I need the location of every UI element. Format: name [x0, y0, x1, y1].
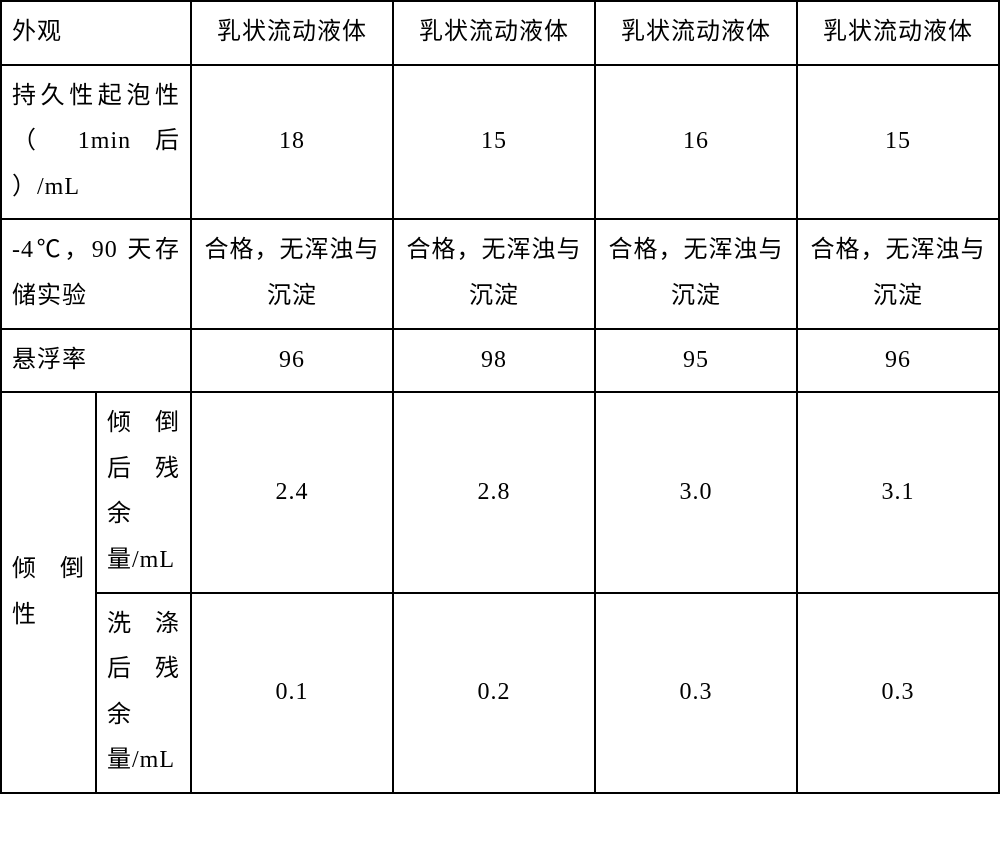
cell: 乳状流动液体 [595, 1, 797, 65]
cell: 15 [393, 65, 595, 220]
cell: 95 [595, 329, 797, 393]
cell: 3.0 [595, 392, 797, 592]
table-row: 倾 倒性 倾 倒后 残余 量/mL 2.4 2.8 3.0 3.1 [1, 392, 999, 592]
cell: 3.1 [797, 392, 999, 592]
cell: 乳状流动液体 [393, 1, 595, 65]
row-label: 悬浮率 [1, 329, 191, 393]
cell: 2.4 [191, 392, 393, 592]
cell: 98 [393, 329, 595, 393]
cell: 合格，无浑浊与沉淀 [191, 219, 393, 328]
table-row: -4℃，90 天存储实验 合格，无浑浊与沉淀 合格，无浑浊与沉淀 合格，无浑浊与… [1, 219, 999, 328]
cell: 合格，无浑浊与沉淀 [797, 219, 999, 328]
cell: 合格，无浑浊与沉淀 [595, 219, 797, 328]
cell: 2.8 [393, 392, 595, 592]
cell: 乳状流动液体 [797, 1, 999, 65]
cell: 15 [797, 65, 999, 220]
cell: 96 [797, 329, 999, 393]
table-row: 持久性起泡性（ 1min 后 ）/mL 18 15 16 15 [1, 65, 999, 220]
cell: 96 [191, 329, 393, 393]
row-label: -4℃，90 天存储实验 [1, 219, 191, 328]
cell: 0.1 [191, 593, 393, 793]
sub-label: 倾 倒后 残余 量/mL [96, 392, 191, 592]
cell: 乳状流动液体 [191, 1, 393, 65]
cell: 0.2 [393, 593, 595, 793]
cell: 0.3 [797, 593, 999, 793]
sub-label: 洗 涤后 残余 量/mL [96, 593, 191, 793]
table-row: 外观 乳状流动液体 乳状流动液体 乳状流动液体 乳状流动液体 [1, 1, 999, 65]
properties-table: 外观 乳状流动液体 乳状流动液体 乳状流动液体 乳状流动液体 持久性起泡性（ 1… [0, 0, 1000, 794]
table-row: 洗 涤后 残余 量/mL 0.1 0.2 0.3 0.3 [1, 593, 999, 793]
row-label: 外观 [1, 1, 191, 65]
row-label: 持久性起泡性（ 1min 后 ）/mL [1, 65, 191, 220]
cell: 0.3 [595, 593, 797, 793]
table-row: 悬浮率 96 98 95 96 [1, 329, 999, 393]
group-label: 倾 倒性 [1, 392, 96, 793]
cell: 16 [595, 65, 797, 220]
cell: 合格，无浑浊与沉淀 [393, 219, 595, 328]
cell: 18 [191, 65, 393, 220]
